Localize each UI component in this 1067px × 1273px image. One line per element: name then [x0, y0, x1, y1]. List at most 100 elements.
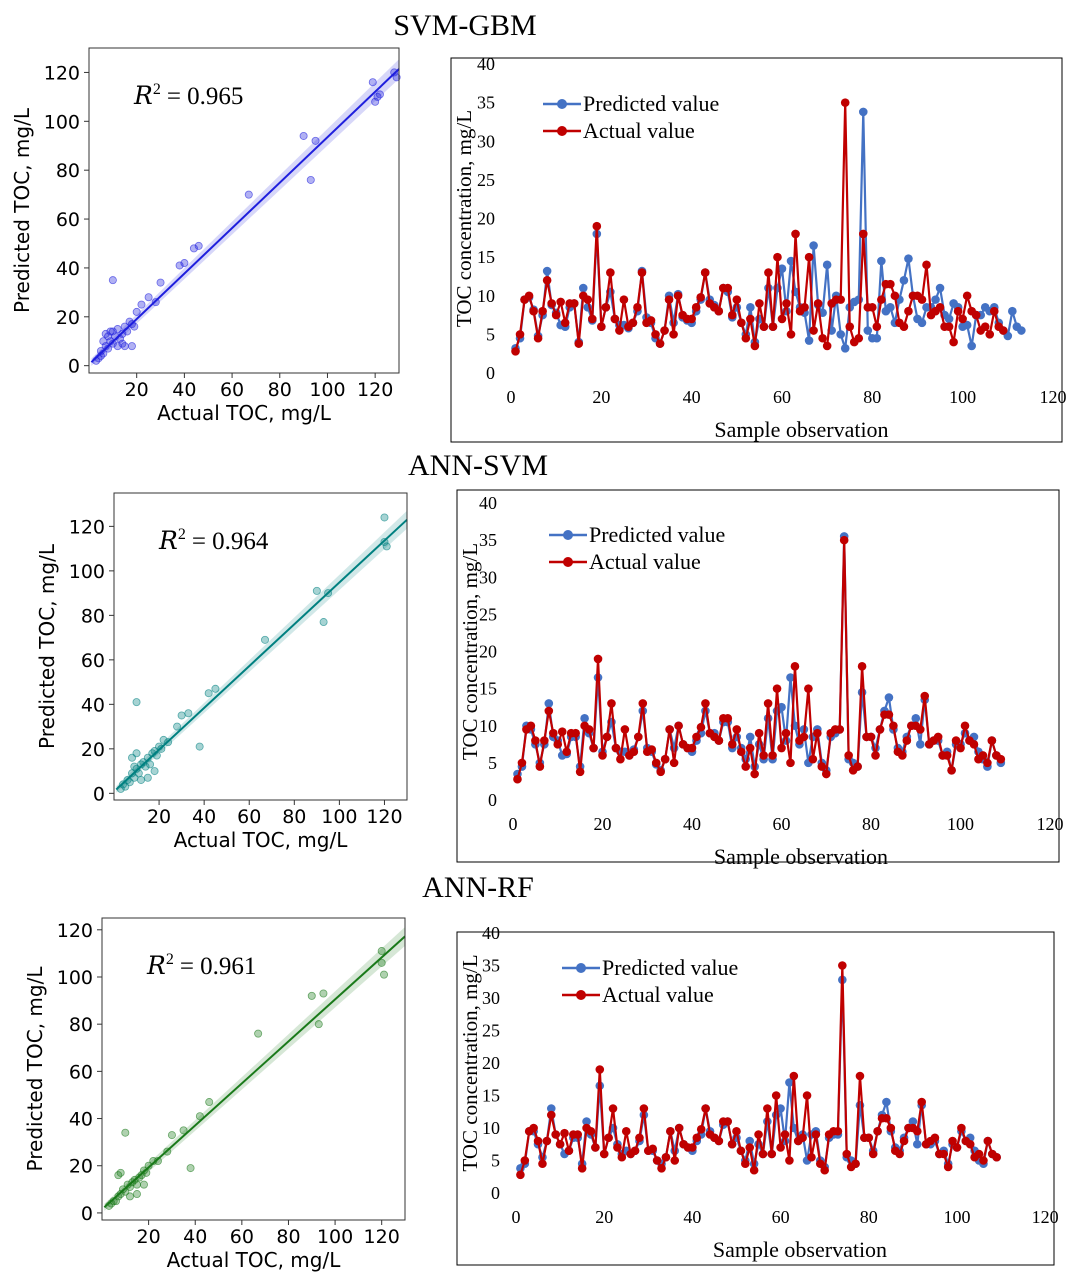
- series-point: [586, 1126, 596, 1136]
- series-point: [531, 736, 540, 745]
- series-point: [912, 1139, 922, 1149]
- series-point: [822, 341, 832, 351]
- scatter-point: [116, 1190, 125, 1199]
- series-point: [759, 751, 768, 760]
- series-point: [727, 1139, 737, 1149]
- series-point: [776, 1143, 785, 1152]
- series-point: [619, 295, 629, 304]
- series-point: [771, 1091, 781, 1100]
- scatter-point: [114, 1192, 123, 1201]
- scatter-point: [159, 735, 168, 744]
- regression-line: [115, 518, 408, 791]
- scatter-point: [152, 751, 161, 760]
- series-point: [872, 333, 882, 343]
- scatter-point: [179, 1126, 188, 1135]
- x-tick-label: 100: [317, 1226, 353, 1248]
- scatter-plot: 20 40 60 80 100 120 0 20 40 60 80 100 120 Actual TOC,…: [23, 917, 406, 1272]
- line-plot: 0 5 10 15 20 25 30 35 40 0 20 40 60 80 100 120 Sample ob…: [456, 923, 1059, 1266]
- series-point: [602, 732, 612, 742]
- x-tick-label: 0: [507, 387, 516, 407]
- series-point: [763, 1104, 772, 1113]
- series-point: [578, 283, 588, 293]
- series-point: [886, 303, 895, 312]
- series-point: [985, 330, 995, 339]
- y-tick-label: 0: [486, 363, 495, 383]
- x-tick-label: 60: [773, 387, 791, 407]
- series-point: [754, 728, 764, 738]
- line-chart-frame: [450, 57, 1063, 443]
- scatter-point: [311, 136, 320, 145]
- series-point: [908, 1117, 918, 1126]
- x-tick-label: 100: [309, 379, 345, 401]
- series-point: [804, 684, 813, 693]
- y-tick-label: 35: [479, 530, 497, 550]
- series-point: [533, 333, 543, 343]
- series-point: [701, 699, 710, 708]
- scatter-point: [186, 1164, 195, 1173]
- series-point: [786, 758, 795, 768]
- scatter-point: [116, 784, 125, 793]
- x-tick-label: 120: [366, 806, 402, 828]
- y-tick-label: 20: [69, 1156, 93, 1178]
- series-point: [555, 1139, 565, 1149]
- series-point: [524, 291, 534, 301]
- scatter-point: [148, 749, 157, 758]
- series-point: [967, 341, 976, 351]
- y-axis-label: Predicted TOC, mg/L: [23, 966, 47, 1172]
- series-point: [833, 1126, 843, 1136]
- r-squared-value: = 0.961: [180, 953, 257, 980]
- y-tick-label: 30: [479, 567, 497, 587]
- series-point: [809, 326, 818, 335]
- series-actual: [513, 535, 1006, 784]
- series-point: [665, 725, 674, 734]
- series-point: [613, 1143, 622, 1152]
- legend-swatch-marker: [563, 557, 573, 567]
- series-point: [526, 721, 536, 731]
- series-point: [960, 721, 970, 731]
- series-point: [560, 318, 570, 328]
- series-point: [962, 320, 972, 330]
- series-point: [540, 736, 549, 745]
- series-point: [741, 762, 751, 771]
- series-point: [656, 767, 665, 777]
- series-point: [836, 330, 845, 339]
- series-point: [821, 769, 831, 779]
- legend-label: Actual value: [583, 118, 695, 143]
- scatter-point: [109, 1197, 118, 1206]
- series-actual: [511, 98, 1008, 356]
- scatter-point: [127, 342, 136, 351]
- series-point: [996, 754, 1006, 764]
- series-point: [674, 1123, 684, 1133]
- series-point: [835, 725, 845, 734]
- legend-label: Actual value: [589, 549, 701, 574]
- series-point: [854, 333, 864, 343]
- scatter-point: [137, 760, 146, 769]
- series-point: [983, 758, 992, 768]
- scatter-point: [377, 958, 386, 967]
- y-tick-label: 100: [57, 967, 93, 989]
- series-point: [648, 1144, 658, 1154]
- series-point: [584, 725, 594, 734]
- series-point: [759, 322, 769, 331]
- scatter-point: [382, 542, 391, 551]
- x-tick-label: 20: [592, 387, 610, 407]
- series-point: [745, 1143, 755, 1152]
- scatter-point: [324, 589, 333, 598]
- scatter-point: [146, 760, 155, 769]
- series-point: [882, 1097, 891, 1107]
- x-tick-label: 20: [147, 806, 171, 828]
- scatter-point: [244, 190, 253, 199]
- series-point: [737, 318, 746, 328]
- series-point: [958, 314, 967, 324]
- series-point: [513, 774, 522, 784]
- series-point: [898, 751, 907, 760]
- scatter-plot: 20 40 60 80 100 120 0 20 40 60 80 100 120 Actual TOC,…: [35, 492, 408, 852]
- y-tick-label: 25: [482, 1021, 500, 1041]
- line-plot: 0 5 10 15 20 25 30 35 40 0 20 40 60 80 100 120 Sample ob…: [456, 489, 1064, 869]
- scatter-point: [153, 1157, 162, 1166]
- series-point: [782, 299, 791, 308]
- series-point: [647, 745, 657, 754]
